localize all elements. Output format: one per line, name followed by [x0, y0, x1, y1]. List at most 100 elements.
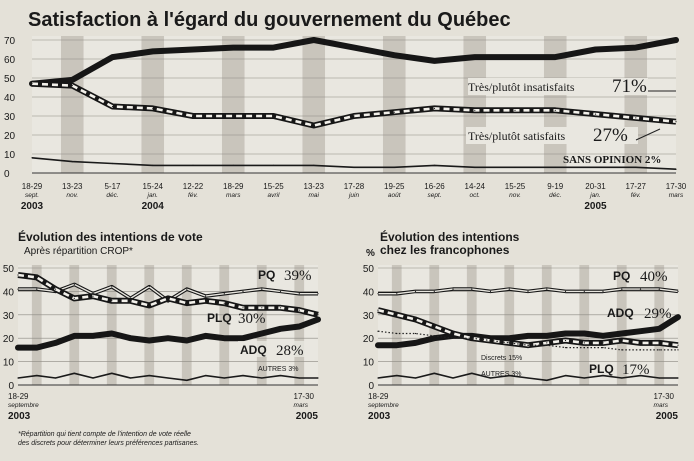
series-value: 71%: [612, 76, 647, 97]
series-label: Très/plutôt insatisfaits: [468, 80, 575, 94]
data-point: [433, 290, 435, 292]
data-point: [471, 372, 473, 374]
y-tick-label: 40: [3, 287, 15, 298]
series-value: 30%: [238, 311, 266, 327]
data-point: [92, 335, 94, 337]
y-tick-label: 0: [4, 169, 10, 180]
data-point: [298, 377, 300, 379]
data-point: [204, 375, 207, 377]
x-tick-label: 18-29: [22, 182, 43, 191]
y-tick-label: 50: [4, 74, 16, 85]
data-point: [564, 290, 567, 292]
data-point: [621, 377, 623, 379]
x-tick-label: septembre: [368, 402, 399, 409]
column-band: [541, 265, 552, 385]
x-tick-label: juin: [348, 192, 360, 199]
data-point: [583, 377, 585, 379]
data-point: [433, 372, 435, 374]
y-tick-label: 70: [4, 36, 16, 47]
column-band: [302, 36, 326, 173]
y-tick-label: 30: [4, 112, 16, 123]
x-tick-label: 17-27: [626, 182, 647, 191]
data-point: [635, 166, 637, 168]
data-point: [71, 161, 73, 163]
data-point: [298, 325, 300, 328]
series-AUTRES: [17, 372, 319, 382]
x-tick-label: août: [388, 192, 402, 199]
y-tick-label: 0: [8, 381, 14, 392]
data-point: [583, 290, 585, 292]
data-point: [17, 347, 19, 349]
data-point: [111, 105, 114, 108]
column-band: [60, 36, 84, 173]
column-band: [221, 36, 245, 173]
column-band: [219, 265, 230, 385]
data-point: [129, 377, 132, 379]
data-point: [279, 290, 282, 292]
y-tick-label: 10: [4, 150, 16, 161]
data-point: [621, 332, 623, 335]
data-point: [317, 318, 319, 321]
data-point: [433, 107, 436, 109]
data-point: [396, 344, 398, 346]
data-point: [594, 48, 597, 51]
data-point: [232, 47, 234, 49]
data-point: [298, 293, 300, 295]
data-point: [111, 56, 114, 58]
data-point: [639, 375, 642, 377]
data-point: [377, 377, 379, 379]
series-label: SANS OPINION 2%: [563, 154, 661, 166]
data-point: [317, 377, 319, 379]
series-value: 29%: [644, 306, 672, 322]
data-point: [546, 344, 548, 346]
data-point: [261, 377, 263, 379]
column-band: [391, 265, 402, 385]
data-point: [317, 293, 319, 295]
data-point: [414, 318, 417, 321]
data-point: [602, 375, 604, 377]
x-tick-label: nov.: [66, 192, 78, 199]
y-tick-label: 30: [3, 311, 15, 322]
x-tick-label: mars: [654, 402, 669, 409]
data-point: [452, 288, 454, 290]
data-point: [111, 372, 113, 374]
x-tick-label: fév.: [631, 192, 641, 199]
data-point: [242, 375, 244, 377]
series-Très/plutôt satisfaits: [31, 80, 677, 129]
column-band: [31, 265, 42, 385]
data-point: [414, 342, 417, 344]
data-point: [223, 302, 225, 304]
data-point: [152, 50, 154, 53]
data-point: [546, 342, 548, 344]
y-tick-label: 20: [363, 334, 375, 345]
x-tick-year: 2003: [8, 411, 31, 422]
x-tick-label: 18-29: [368, 392, 389, 401]
data-point: [658, 328, 660, 330]
footnote: des discrets pour déterminer leurs préfé…: [18, 440, 199, 447]
data-point: [353, 115, 355, 117]
data-point: [474, 166, 476, 168]
column-band: [144, 265, 155, 385]
data-point: [71, 85, 73, 87]
data-point: [594, 113, 597, 115]
series-ADQ: [15, 316, 321, 351]
column-band: [616, 265, 627, 385]
column-band: [579, 265, 590, 385]
data-point: [677, 377, 679, 379]
x-tick-label: 9-19: [547, 182, 564, 191]
y-unit: %: [366, 248, 375, 259]
data-point: [204, 295, 207, 297]
data-point: [232, 164, 234, 166]
x-tick-year: 2003: [368, 411, 391, 422]
chart-subtitle: Après répartition CROP*: [24, 246, 133, 257]
data-point: [192, 115, 194, 117]
data-point: [192, 164, 194, 166]
x-tick-label: 20-31: [585, 182, 606, 191]
data-point: [54, 342, 57, 344]
column-band: [504, 265, 515, 385]
data-point: [527, 290, 529, 292]
x-tick-year: 2005: [296, 411, 319, 422]
x-tick-year: 2003: [21, 201, 44, 212]
data-point: [433, 337, 435, 339]
